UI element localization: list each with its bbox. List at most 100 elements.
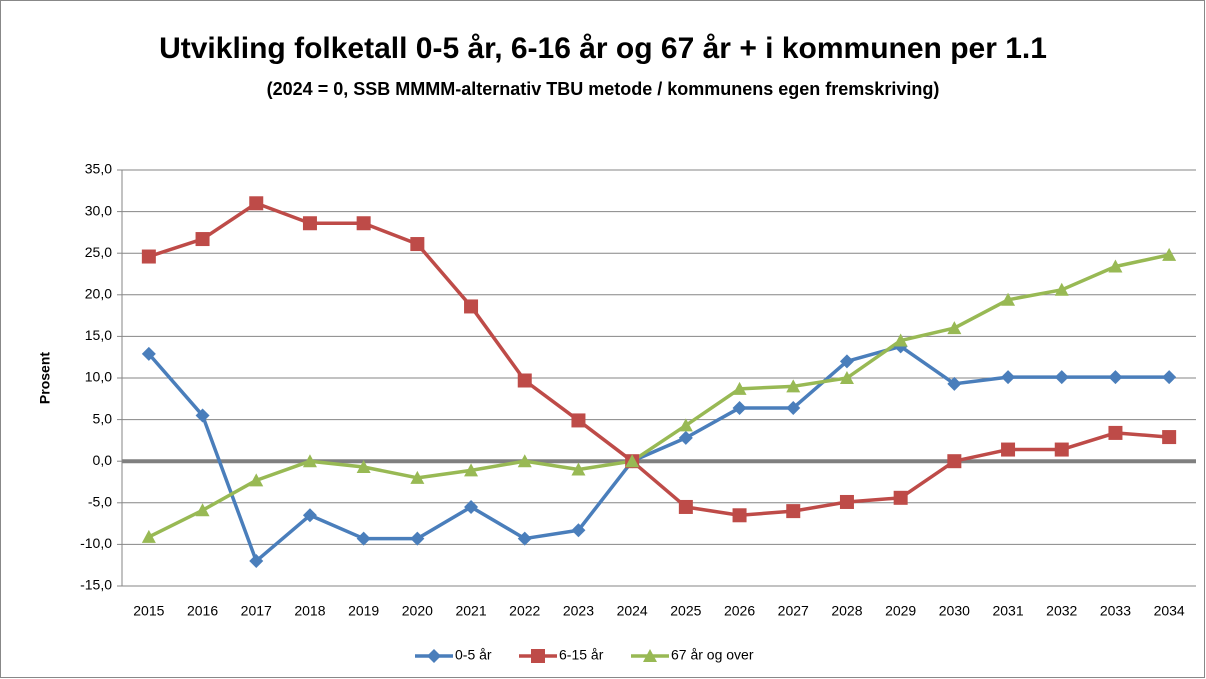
x-tick-label: 2015: [133, 603, 164, 619]
legend-label: 6-15 år: [559, 647, 604, 663]
x-tick-label: 2025: [670, 603, 701, 619]
chart-subtitle: (2024 = 0, SSB MMMM-alternativ TBU metod…: [267, 79, 940, 99]
marker: [732, 508, 747, 523]
marker: [302, 216, 317, 231]
marker: [195, 503, 210, 517]
marker: [141, 529, 156, 543]
legend-label: 67 år og over: [671, 647, 754, 663]
marker: [625, 454, 640, 468]
x-tick-label: 2021: [455, 603, 486, 619]
y-tick-label: 10,0: [85, 369, 112, 385]
marker: [1108, 259, 1123, 273]
x-tick-label: 2030: [939, 603, 970, 619]
marker: [571, 462, 586, 476]
legend-label: 0-5 år: [455, 647, 492, 663]
x-tick-label: 2033: [1100, 603, 1131, 619]
marker: [893, 333, 908, 347]
marker: [732, 400, 747, 415]
x-tick-label: 2023: [563, 603, 594, 619]
marker: [356, 216, 371, 231]
x-tick-label: 2017: [241, 603, 272, 619]
marker: [195, 232, 210, 247]
marker: [410, 237, 425, 252]
x-tick-label: 2020: [402, 603, 433, 619]
x-tick-label: 2019: [348, 603, 379, 619]
series-line: [148, 201, 1170, 518]
marker: [302, 454, 317, 468]
marker: [571, 523, 586, 538]
y-tick-label: -10,0: [80, 535, 112, 551]
marker: [464, 463, 479, 477]
marker: [517, 454, 532, 468]
y-tick-label: 0,0: [93, 452, 113, 468]
marker: [1054, 442, 1069, 457]
marker: [678, 499, 693, 514]
marker: [839, 354, 854, 369]
marker: [141, 346, 156, 361]
y-tick-label: 20,0: [85, 286, 112, 302]
marker: [249, 196, 264, 211]
marker: [464, 299, 479, 314]
series-line: [147, 344, 1170, 563]
marker: [786, 379, 801, 393]
x-tick-label: 2031: [992, 603, 1023, 619]
marker: [786, 504, 801, 519]
marker: [839, 371, 854, 384]
legend-marker: [531, 649, 545, 663]
y-tick-label: 25,0: [85, 244, 112, 260]
y-tick-label: 15,0: [85, 327, 112, 343]
marker: [839, 494, 854, 509]
legend-marker: [427, 649, 441, 663]
x-tick-label: 2034: [1154, 603, 1185, 619]
y-tick-label: -5,0: [88, 494, 112, 510]
marker: [1108, 425, 1123, 440]
marker: [302, 508, 317, 523]
x-tick-label: 2018: [294, 603, 325, 619]
x-tick-label: 2016: [187, 603, 218, 619]
y-tick-label: 30,0: [85, 202, 112, 218]
marker: [947, 376, 962, 391]
marker: [1162, 370, 1177, 385]
marker: [410, 470, 425, 484]
marker: [249, 554, 264, 569]
marker: [1108, 370, 1123, 385]
marker: [410, 531, 425, 546]
x-tick-label: 2029: [885, 603, 916, 619]
series-line: [148, 253, 1170, 539]
chart-title: Utvikling folketall 0-5 år, 6-16 år og 6…: [159, 32, 1047, 65]
x-tick-label: 2022: [509, 603, 540, 619]
marker: [1162, 430, 1177, 445]
marker: [786, 400, 801, 415]
y-tick-label: -15,0: [80, 577, 112, 593]
legend-marker: [643, 649, 657, 662]
marker: [947, 454, 962, 469]
y-tick-label: 5,0: [93, 410, 113, 426]
marker: [678, 418, 693, 432]
marker: [1001, 370, 1016, 385]
marker: [195, 408, 210, 423]
marker: [356, 460, 371, 474]
x-tick-label: 2026: [724, 603, 755, 619]
x-tick-label: 2028: [831, 603, 862, 619]
marker: [893, 490, 908, 505]
marker: [1001, 442, 1016, 457]
marker: [678, 430, 693, 445]
marker: [249, 473, 264, 487]
marker: [517, 373, 532, 388]
marker: [571, 413, 586, 428]
x-tick-label: 2027: [778, 603, 809, 619]
marker: [732, 381, 747, 395]
marker: [947, 321, 962, 335]
marker: [517, 531, 532, 546]
y-tick-label: 35,0: [85, 161, 112, 177]
marker: [1001, 292, 1016, 306]
marker: [464, 499, 479, 514]
marker: [1054, 370, 1069, 385]
x-tick-label: 2032: [1046, 603, 1077, 619]
marker: [356, 531, 371, 546]
y-axis-title: Prosent: [37, 352, 53, 404]
marker: [1162, 247, 1177, 261]
